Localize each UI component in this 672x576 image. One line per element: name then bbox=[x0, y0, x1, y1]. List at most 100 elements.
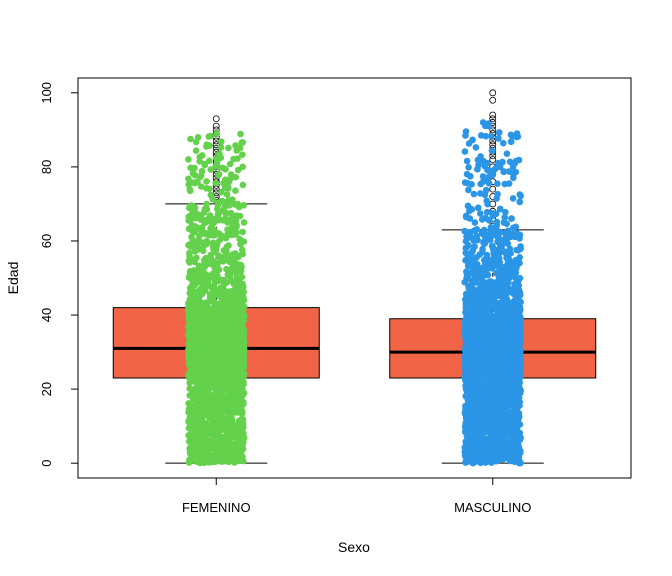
data-point bbox=[190, 267, 198, 274]
data-point bbox=[197, 183, 205, 190]
data-point bbox=[216, 315, 223, 323]
data-point bbox=[187, 164, 194, 172]
data-point bbox=[212, 163, 219, 170]
data-point bbox=[227, 439, 234, 446]
data-point bbox=[239, 333, 247, 341]
data-point bbox=[239, 445, 246, 453]
data-point bbox=[203, 216, 211, 224]
outlier-point bbox=[212, 115, 220, 123]
data-point bbox=[228, 355, 236, 363]
data-point bbox=[193, 254, 200, 262]
data-point bbox=[212, 179, 219, 187]
data-point bbox=[493, 195, 501, 202]
data-point bbox=[186, 242, 193, 250]
data-point bbox=[238, 273, 246, 281]
data-point bbox=[190, 227, 198, 234]
data-point bbox=[186, 187, 194, 195]
data-point bbox=[223, 247, 230, 255]
data-point bbox=[238, 457, 245, 464]
data-point bbox=[209, 412, 217, 419]
data-point bbox=[190, 439, 197, 447]
data-point bbox=[203, 206, 211, 213]
data-point bbox=[210, 433, 218, 441]
data-point bbox=[227, 433, 234, 440]
data-point bbox=[214, 201, 222, 209]
data-point bbox=[187, 361, 194, 369]
data-point bbox=[236, 212, 244, 220]
data-point bbox=[194, 134, 202, 141]
data-point bbox=[196, 399, 204, 407]
data-point bbox=[192, 147, 200, 154]
data-point bbox=[232, 384, 239, 392]
data-point bbox=[222, 449, 229, 457]
data-point bbox=[221, 201, 229, 209]
data-point bbox=[201, 161, 209, 169]
data-point bbox=[218, 355, 225, 362]
data-point bbox=[201, 379, 208, 387]
data-point bbox=[484, 200, 491, 208]
data-point bbox=[230, 280, 237, 288]
data-point bbox=[223, 291, 230, 298]
data-point bbox=[238, 139, 245, 146]
data-point bbox=[225, 185, 232, 192]
data-point bbox=[239, 342, 247, 350]
data-point bbox=[190, 432, 197, 440]
data-point bbox=[234, 302, 242, 310]
data-point bbox=[205, 459, 213, 466]
data-point bbox=[196, 385, 203, 393]
data-point bbox=[201, 438, 208, 445]
data-point bbox=[211, 258, 218, 265]
data-point bbox=[188, 233, 195, 241]
data-point bbox=[221, 208, 229, 215]
data-point bbox=[203, 185, 210, 192]
data-point bbox=[233, 371, 240, 378]
data-point bbox=[223, 191, 231, 198]
data-point bbox=[209, 361, 217, 369]
data-point bbox=[228, 215, 235, 222]
data-point bbox=[212, 309, 219, 317]
data-point bbox=[472, 144, 480, 151]
data-point bbox=[185, 274, 193, 281]
data-point bbox=[223, 376, 231, 384]
data-point bbox=[240, 362, 248, 369]
data-point bbox=[222, 166, 229, 173]
data-point bbox=[227, 171, 235, 178]
data-point bbox=[240, 219, 248, 226]
data-point bbox=[234, 261, 242, 268]
data-point bbox=[225, 334, 233, 342]
data-point bbox=[185, 257, 193, 265]
data-point bbox=[186, 249, 193, 257]
data-point bbox=[226, 258, 233, 266]
data-point bbox=[194, 279, 201, 286]
data-point bbox=[206, 157, 213, 165]
data-point bbox=[211, 227, 218, 234]
data-point bbox=[240, 434, 248, 442]
data-point bbox=[207, 132, 214, 140]
data-point bbox=[198, 303, 205, 310]
data-point bbox=[191, 172, 199, 179]
data-point bbox=[213, 130, 220, 137]
data-point bbox=[212, 448, 219, 456]
data-point bbox=[239, 181, 247, 189]
data-point bbox=[201, 230, 209, 238]
data-point bbox=[234, 200, 241, 208]
data-point bbox=[189, 417, 197, 425]
data-point bbox=[196, 232, 203, 240]
data-point bbox=[201, 431, 208, 439]
outlier-point bbox=[212, 122, 220, 130]
data-point bbox=[185, 409, 192, 416]
data-point bbox=[233, 330, 241, 338]
data-point bbox=[215, 252, 222, 259]
data-point bbox=[222, 439, 229, 446]
data-point bbox=[200, 288, 207, 295]
data-point bbox=[217, 305, 225, 313]
data-point bbox=[185, 458, 193, 466]
data-point bbox=[237, 285, 245, 293]
data-point bbox=[210, 325, 218, 333]
data-point bbox=[197, 359, 205, 366]
data-point bbox=[188, 296, 196, 303]
data-point bbox=[210, 282, 218, 290]
data-point bbox=[477, 190, 484, 197]
data-point bbox=[237, 130, 244, 138]
